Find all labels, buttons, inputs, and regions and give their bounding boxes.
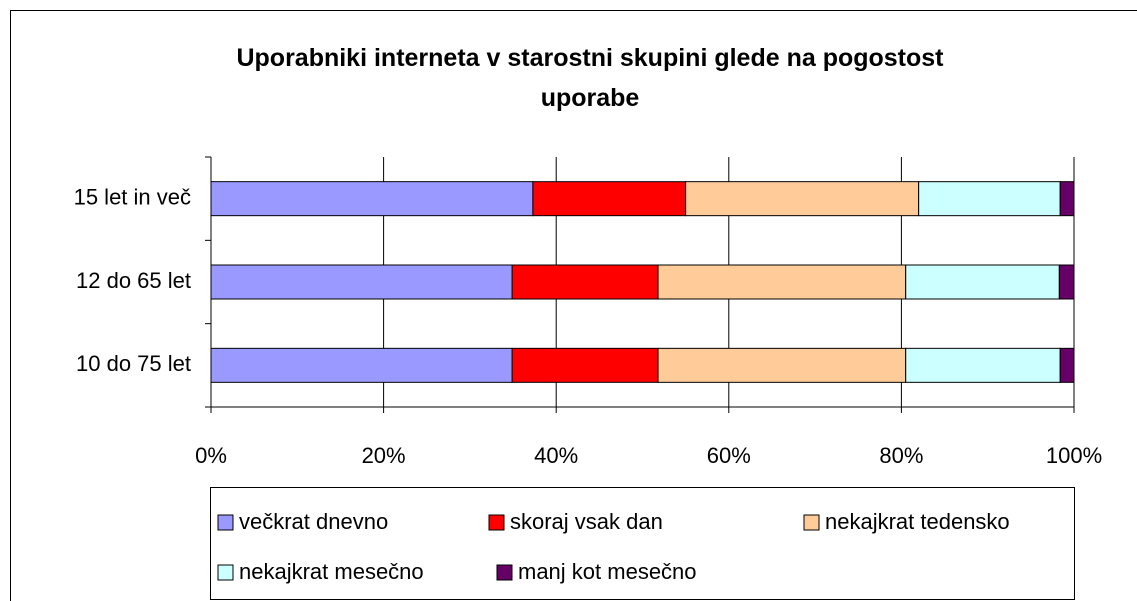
- bar-segment: [210, 181, 534, 217]
- bar-segment: [918, 181, 1061, 217]
- x-tick-label: 80%: [879, 443, 923, 468]
- bar-segment: [532, 181, 687, 217]
- x-tick-label: 60%: [707, 443, 751, 468]
- legend-label: nekajkrat mesečno: [239, 559, 424, 584]
- legend-label: večkrat dnevno: [239, 509, 388, 534]
- y-tick-label: 10 do 75 let: [76, 351, 191, 376]
- x-tick-label: 100%: [1046, 443, 1102, 468]
- legend-label: skoraj vsak dan: [510, 509, 663, 534]
- legend-box: [210, 487, 1075, 600]
- legend-label: manj kot mesečno: [518, 559, 697, 584]
- bar-segment: [685, 181, 920, 217]
- legend-label: nekajkrat tedensko: [825, 509, 1010, 534]
- x-tick-label: 20%: [362, 443, 406, 468]
- bar-segment: [1059, 347, 1075, 383]
- legend-swatch: [803, 514, 820, 531]
- y-tick-label: 15 let in več: [74, 184, 191, 209]
- bar-segment: [905, 347, 1061, 383]
- legend-swatch: [488, 514, 505, 531]
- legend-swatch: [496, 564, 513, 581]
- bar-segment: [210, 347, 513, 383]
- bar-segment: [657, 264, 907, 300]
- y-tick-label: 12 do 65 let: [76, 268, 191, 293]
- bar-segment: [1059, 181, 1075, 217]
- x-tick-label: 0%: [195, 443, 227, 468]
- bar-segment: [511, 347, 659, 383]
- bar-segment: [511, 264, 659, 300]
- x-tick-label: 40%: [534, 443, 578, 468]
- legend-swatch: [217, 564, 234, 581]
- chart-title: Uporabniki interneta v starostni skupini…: [236, 44, 944, 112]
- bar-segment: [905, 264, 1060, 300]
- bar-segment: [1058, 264, 1075, 300]
- bar-segment: [657, 347, 907, 383]
- bar-segment: [210, 264, 513, 300]
- legend-swatch: [217, 514, 234, 531]
